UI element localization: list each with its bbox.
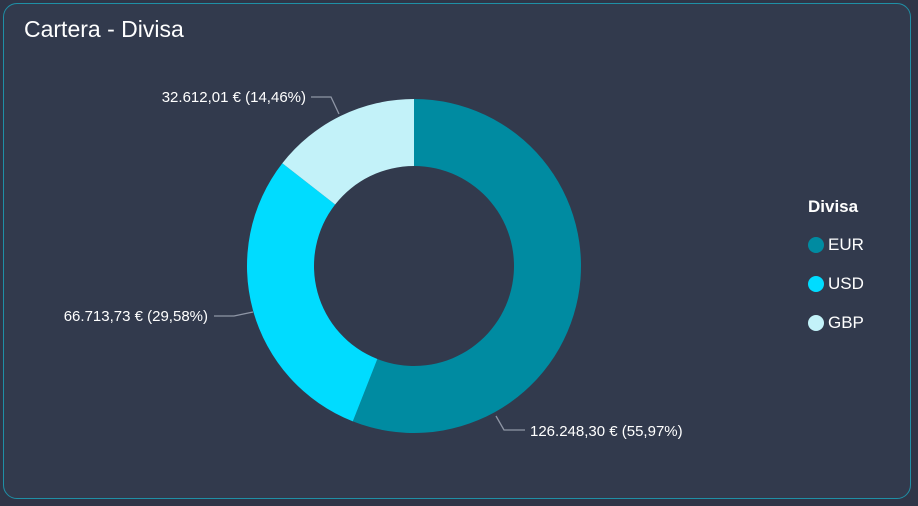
leader-line-usd	[214, 311, 254, 317]
chart-title: Cartera - Divisa	[24, 16, 184, 42]
data-label-usd: 66.713,73 € (29,58%)	[64, 308, 208, 325]
leader-line-eur	[495, 415, 525, 431]
slice-eur[interactable]	[352, 99, 581, 433]
slice-gbp[interactable]	[282, 99, 414, 205]
leader-line-gbp	[311, 96, 340, 115]
legend-label: GBP	[828, 312, 864, 332]
legend-label: EUR	[828, 234, 864, 254]
donut-slices	[246, 99, 581, 433]
data-labels: 126.248,30 € (55,97%) 66.713,73 € (29,58%…	[64, 89, 683, 440]
legend-swatch-gbp	[808, 314, 824, 331]
legend: Divisa EUR USD GBP	[808, 197, 864, 342]
data-label-eur: 126.248,30 € (55,97%)	[530, 423, 683, 440]
legend-title: Divisa	[808, 197, 859, 216]
legend-swatch-usd	[808, 275, 824, 292]
legend-item-gbp[interactable]: GBP	[808, 303, 864, 342]
legend-items: EUR USD GBP	[808, 225, 864, 342]
slice-usd[interactable]	[246, 163, 378, 422]
legend-swatch-eur	[808, 236, 824, 253]
legend-item-usd[interactable]: USD	[808, 264, 864, 303]
legend-label: USD	[828, 273, 864, 293]
legend-item-eur[interactable]: EUR	[808, 225, 864, 264]
data-label-gbp: 32.612,01 € (14,46%)	[162, 89, 306, 106]
